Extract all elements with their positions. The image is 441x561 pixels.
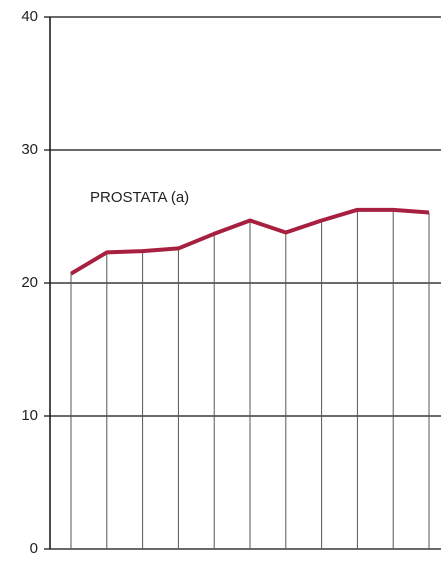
y-tick-label: 0	[30, 540, 38, 557]
y-tick-label: 10	[21, 407, 38, 424]
series-label: PROSTATA (a)	[90, 189, 189, 206]
series-line	[69, 207, 430, 276]
y-tick-label: 40	[21, 8, 38, 25]
y-tick-label: 20	[21, 274, 38, 291]
y-tick-label: 30	[21, 141, 38, 158]
